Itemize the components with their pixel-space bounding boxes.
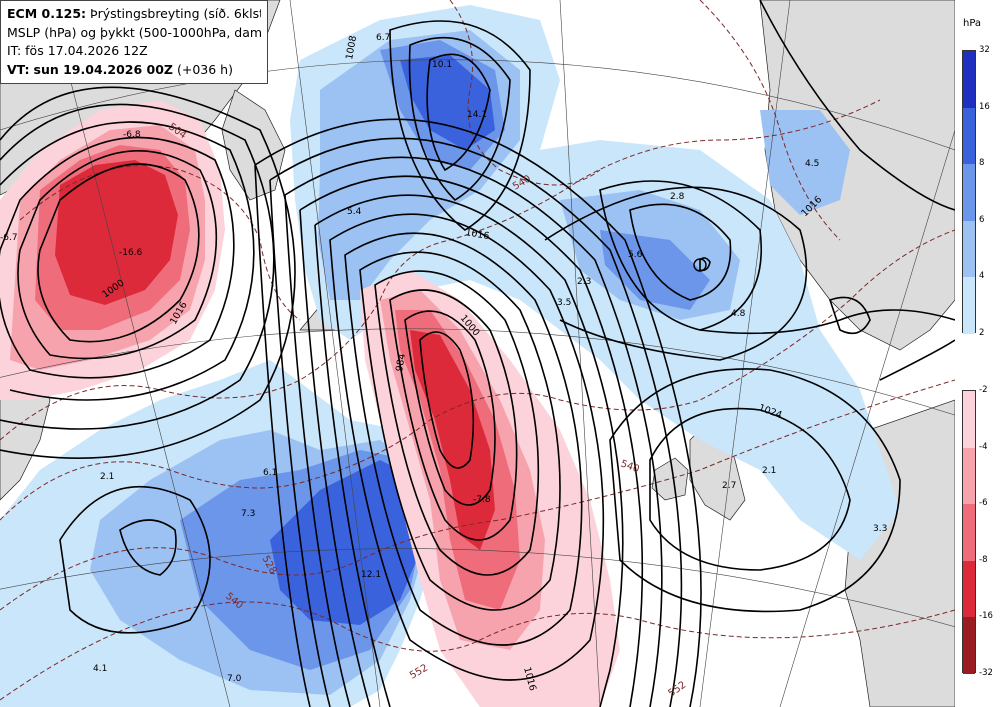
colorbar-positive-label: 4	[979, 271, 985, 282]
change-label: 2.8	[670, 192, 685, 202]
valid-time-line: VT: sun 19.04.2026 00Z (+036 h)	[7, 61, 261, 80]
colorbar-positive-label: 2	[979, 328, 985, 338]
change-label: -6.8	[123, 130, 141, 140]
colorbar-negative	[962, 390, 976, 674]
colorbar-negative-swatch	[963, 504, 975, 561]
pressure-centres	[693, 258, 707, 272]
colorbar-unit: hPa	[963, 18, 982, 29]
colorbar-negative-swatch	[963, 391, 975, 448]
change-label: 10.1	[432, 60, 452, 70]
colorbar-negative-swatch	[963, 447, 975, 505]
change-label: 4.5	[805, 159, 819, 169]
baffin-land	[221, 89, 286, 201]
change-label: 2.1	[762, 466, 776, 476]
change-label: -6.7	[0, 233, 18, 243]
change-label: 4.1	[93, 664, 107, 674]
change-label: 3.5	[557, 298, 571, 308]
change-label: 12.1	[361, 570, 381, 580]
colorbar-negative-label: -32	[979, 668, 993, 678]
ireland-land	[651, 457, 689, 501]
colorbar-negative-label: -6	[979, 498, 988, 509]
change-label: 7.0	[227, 674, 242, 684]
change-label: 2.7	[722, 481, 736, 491]
change-label: 3.3	[873, 524, 887, 534]
product-name: Þrýstingsbreyting (síð. 6klst)	[90, 6, 261, 21]
model-name: ECM 0.125:	[7, 6, 87, 21]
colorbar-negative-label: -4	[979, 441, 988, 452]
colorbar-negative-label: -8	[979, 554, 988, 565]
change-labels: 10.1 14.1 -6.8 -6.7 -16.6 6.7 5.4 4.5 2.…	[0, 33, 887, 684]
colorbar-positive-swatch	[963, 164, 975, 221]
valid-time-offset: (+036 h)	[176, 61, 233, 77]
change-label: -7.8	[473, 495, 491, 505]
colorbar-positive-label: 6	[979, 214, 985, 225]
colorbar-positive	[962, 50, 976, 334]
weather-map: 10.1 14.1 -6.8 -6.7 -16.6 6.7 5.4 4.5 2.…	[0, 0, 955, 707]
init-time-label: IT:	[7, 43, 22, 58]
isobar-label: 1008	[344, 35, 359, 61]
change-label: 14.1	[467, 110, 487, 120]
title-line-1: ECM 0.125: Þrýstingsbreyting (síð. 6klst…	[7, 5, 261, 24]
change-label: 2.3	[577, 277, 591, 287]
colorbar-positive-swatch	[963, 220, 975, 278]
colorbar-negative-label: -16	[979, 611, 993, 622]
isobars	[0, 0, 955, 707]
colorbar-positive-swatch	[963, 107, 975, 165]
colorbar-positive-label: 8	[979, 158, 985, 169]
init-time-value: fös 17.04.2026 12Z	[25, 43, 148, 58]
change-label: 6.7	[376, 33, 390, 43]
valid-time-value: sun 19.04.2026 00Z	[33, 61, 173, 77]
isobar-label: 984	[394, 353, 408, 373]
colorbar-negative-label: -2	[979, 385, 988, 395]
lat-lon-grid	[0, 0, 955, 707]
init-time-line: IT: fös 17.04.2026 12Z	[7, 42, 261, 61]
change-label: -16.6	[119, 248, 143, 258]
chart-title-box: ECM 0.125: Þrýstingsbreyting (síð. 6klst…	[0, 0, 268, 84]
colorbar-positive-swatch	[963, 51, 975, 108]
change-label: 2.1	[100, 472, 114, 482]
valid-time-label: VT:	[7, 61, 30, 77]
change-label: 7.3	[241, 509, 255, 519]
colorbar-positive-label: 32	[979, 45, 990, 55]
change-label: 6.1	[263, 468, 277, 478]
colorbar-negative-swatch	[963, 560, 975, 618]
change-label: 4.8	[731, 309, 746, 319]
change-label: 5.4	[347, 207, 362, 217]
fields-line: MSLP (hPa) og þykkt (500-1000hPa, dam)	[7, 24, 261, 40]
change-label: 5.6	[628, 250, 643, 260]
isobar-label: 1016	[464, 227, 490, 242]
colorbar-positive-swatch	[963, 277, 975, 334]
colorbar-legend: hPa 32 16 8 6 4 2 -2 -4 -6 -8 -16 -32	[955, 0, 1000, 707]
colorbar-positive-label: 16	[979, 101, 990, 112]
colorbar-negative-swatch	[963, 617, 975, 674]
